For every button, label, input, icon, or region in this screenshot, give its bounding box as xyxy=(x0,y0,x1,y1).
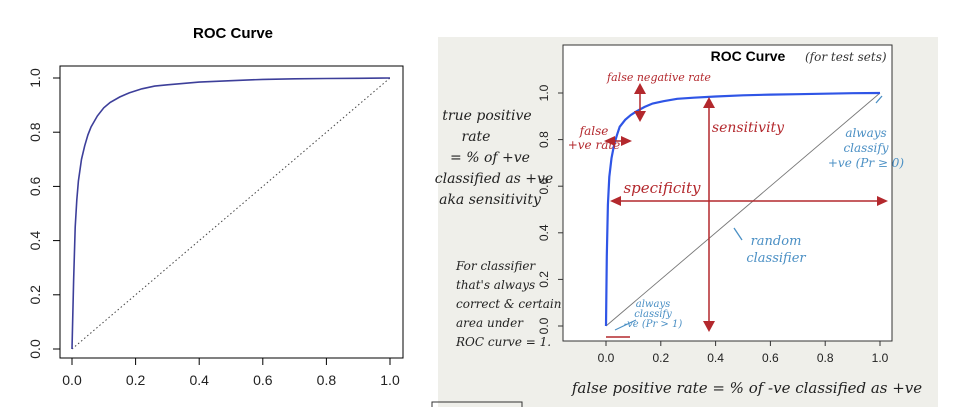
right-x-tick-label: 0.4 xyxy=(707,351,724,365)
right-y-tick-label: 0.2 xyxy=(537,271,551,288)
left-y-tick-label: 0.2 xyxy=(27,285,43,305)
always-negative-label: classify xyxy=(634,309,672,320)
false-positive-label: false xyxy=(579,124,609,138)
right-chart-title-note: (for test sets) xyxy=(805,50,887,64)
classifier-note-line: correct & certain xyxy=(456,297,561,311)
right-chart-title: ROC Curve xyxy=(711,48,786,64)
left-x-tick-label: 1.0 xyxy=(380,372,400,388)
left-diagonal-line xyxy=(71,77,391,350)
left-y-tick-label: 0.6 xyxy=(27,176,43,196)
tpr-note-line: true positive xyxy=(442,108,531,124)
false-positive-arrow-head xyxy=(621,136,632,146)
always-negative-label: -ve (Pr > 1) xyxy=(624,319,683,330)
tpr-note-line: rate xyxy=(462,129,491,145)
specificity-arrow-head xyxy=(877,196,888,206)
right-x-axis-label: false positive rate = % of -ve classifie… xyxy=(571,379,922,397)
right-y-tick-label: 0.6 xyxy=(537,178,551,195)
right-x-axis: 0.0 0.2 0.4 0.6 0.8 1.0 xyxy=(598,341,889,365)
left-roc-curve xyxy=(71,77,391,350)
right-y-tick-label: 0.0 xyxy=(537,317,551,334)
tpr-note-line: = % of +ve xyxy=(450,150,530,166)
right-plot-frame xyxy=(562,44,893,342)
sensitivity-label: sensitivity xyxy=(712,120,785,136)
left-plot-frame xyxy=(59,65,404,359)
right-roc-curve xyxy=(604,91,881,327)
left-x-axis: 0.0 0.2 0.4 0.6 0.8 1.0 xyxy=(62,358,400,388)
false-positive-label: +ve rate xyxy=(568,138,621,152)
left-chart: ROC Curve 0.0 0.2 0.4 0.6 0.8 1.0 0.00.20.40.… xyxy=(27,25,404,388)
right-diagonal-line xyxy=(605,92,881,327)
left-x-tick-label: 0.4 xyxy=(189,372,209,388)
left-y-tick-label: 0.0 xyxy=(27,339,43,359)
caption-box xyxy=(431,401,523,407)
false-negative-label: false negative rate xyxy=(606,71,711,84)
always-negative-label: always xyxy=(636,299,670,310)
always-positive-label: +ve (Pr ≥ 0) xyxy=(828,156,905,170)
right-x-tick-label: 0.6 xyxy=(762,351,779,365)
false-negative-arrow-head xyxy=(634,83,646,94)
left-y-tick-label: 0.4 xyxy=(27,231,43,251)
right-x-tick-label: 1.0 xyxy=(872,351,889,365)
specificity-arrow-head xyxy=(610,196,621,206)
right-chart: ROC Curve (for test sets) 0.0 0.2 0.4 0.6 0.… xyxy=(435,37,938,407)
left-chart-title: ROC Curve xyxy=(193,25,273,42)
left-x-tick-label: 0.2 xyxy=(126,372,146,388)
classifier-note-line: ROC curve = 1. xyxy=(455,335,551,349)
right-y-tick-label: 0.8 xyxy=(537,131,551,148)
false-positive-arrow-head xyxy=(604,136,615,146)
left-y-tick-label: 0.8 xyxy=(27,122,43,142)
left-y-tick-label: 1.0 xyxy=(27,68,43,88)
random-classifier-label: classifier xyxy=(746,251,806,266)
left-x-tick-label: 0.8 xyxy=(317,372,337,388)
always-negative-pointer xyxy=(614,319,637,331)
right-y-tick-label: 0.4 xyxy=(537,224,551,241)
left-y-axis: 0.0 0.2 0.4 0.6 0.8 1.0 xyxy=(27,68,60,359)
handwritten-annotations: true positive rate = % of +ve classified as… xyxy=(435,71,905,349)
always-positive-label: always xyxy=(845,126,886,140)
right-x-tick-label: 0.2 xyxy=(652,351,669,365)
sensitivity-arrow-head xyxy=(703,321,715,332)
random-classifier-pointer xyxy=(733,227,743,241)
always-positive-pointer xyxy=(875,95,883,104)
right-x-tick-label: 0.8 xyxy=(817,351,834,365)
right-x-tick-label: 0.0 xyxy=(598,351,615,365)
specificity-label: specificity xyxy=(623,179,701,197)
tpr-note-line: aka sensitivity xyxy=(439,192,542,208)
left-x-tick-label: 0.6 xyxy=(253,372,273,388)
right-y-tick-label: 1.0 xyxy=(537,84,551,101)
tpr-note-line: classified as +ve xyxy=(435,171,553,187)
classifier-note-line: For classifier xyxy=(455,259,536,273)
sensitivity-arrow-head xyxy=(703,97,715,108)
classifier-note-line: that's always xyxy=(456,278,535,292)
classifier-note-line: area under xyxy=(456,316,524,330)
right-y-axis: 0.0 0.2 0.4 0.6 0.8 1.0 xyxy=(537,84,563,334)
left-x-tick-label: 0.0 xyxy=(62,372,82,388)
always-positive-label: classify xyxy=(843,141,888,155)
random-classifier-label: random xyxy=(751,234,802,249)
false-negative-arrow-head xyxy=(634,111,646,122)
red-annotation-arrows xyxy=(604,83,888,338)
